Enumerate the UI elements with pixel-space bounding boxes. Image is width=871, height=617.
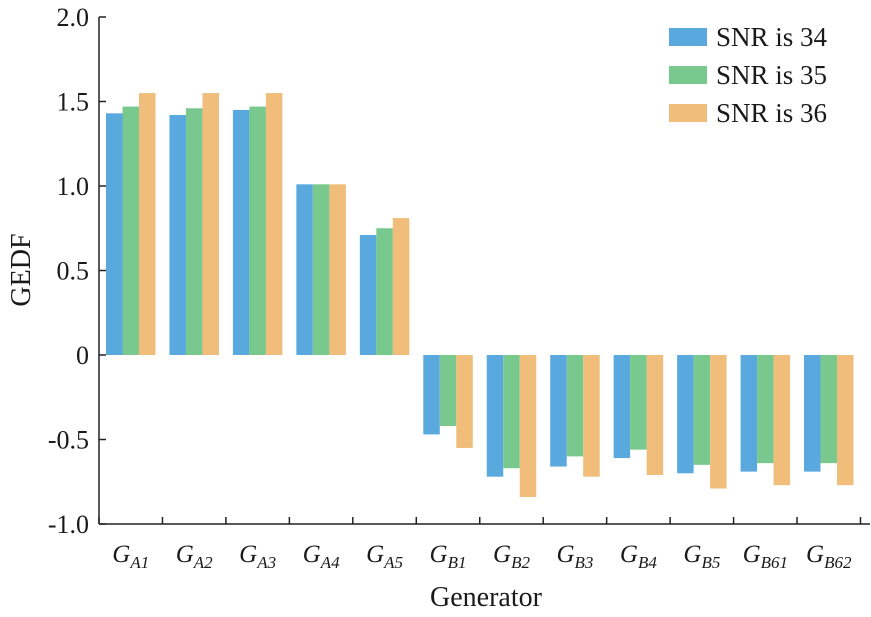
bar-a2-series-1 [169, 115, 186, 356]
y-tick-label: -1.0 [48, 510, 89, 539]
legend-label-2: SNR is 35 [716, 60, 827, 90]
axes-group: -1.0 -0.5 0 0.5 1.0 1.5 2.0 GA1 GA2 GA3 GA4 GA5 GB1 G… [48, 3, 870, 572]
bar-b4-series-1 [613, 355, 631, 459]
legend: SNR is 34 SNR is 35 SNR is 36 [669, 22, 828, 128]
bar-b1-series-3 [456, 355, 473, 448]
bar-a5-series-1 [359, 235, 377, 355]
x-tick-label: GA2 [176, 541, 213, 572]
bar-a2-series-3 [202, 93, 219, 356]
y-tick-label: -0.5 [48, 426, 89, 455]
legend-swatch-3 [669, 104, 707, 122]
x-tick-label: GB1 [430, 541, 467, 572]
bar-a3-series-3 [265, 93, 283, 356]
bars-group [106, 93, 854, 497]
bar-b61-series-1 [740, 355, 758, 472]
x-axis-title: Generator [430, 582, 543, 613]
bar-a5-series-3 [392, 218, 410, 355]
legend-label-1: SNR is 34 [716, 22, 828, 52]
bar-b62-series-3 [837, 355, 854, 486]
bar-b5-series-2 [693, 355, 711, 465]
y-axis-title: GEDF [6, 233, 37, 306]
bar-a4-series-3 [329, 184, 346, 355]
bar-b4-series-2 [630, 355, 647, 450]
bar-a2-series-2 [185, 108, 203, 355]
x-tick-label: GB61 [743, 541, 788, 572]
bar-a3-series-1 [232, 109, 250, 355]
bar-b3-series-1 [550, 355, 567, 467]
y-tick-label: 2.0 [57, 3, 90, 32]
bar-b5-series-3 [710, 355, 727, 489]
bar-b2-series-3 [519, 355, 537, 497]
x-tick-label: GA4 [303, 541, 340, 572]
x-tick-label: GA1 [112, 541, 149, 572]
bar-a1-series-3 [139, 93, 156, 356]
y-tick-label: 0.5 [57, 257, 90, 286]
bar-b2-series-1 [486, 355, 504, 477]
bar-a4-series-1 [296, 184, 313, 355]
bar-b2-series-2 [503, 355, 520, 469]
x-tick-label: GB4 [620, 541, 657, 572]
x-tick-label: GB5 [683, 541, 720, 572]
x-tick-label: GB2 [493, 541, 530, 572]
bar-b62-series-2 [820, 355, 838, 464]
y-tick-label: 1.5 [57, 88, 90, 117]
bar-a1-series-2 [122, 106, 139, 355]
bar-b1-series-1 [423, 355, 440, 435]
legend-swatch-2 [669, 66, 707, 84]
bar-b62-series-1 [804, 355, 821, 472]
x-tick-label: GA5 [366, 541, 403, 572]
x-tick-label: GB3 [556, 541, 593, 572]
y-tick-label: 1.0 [57, 172, 90, 201]
bar-b61-series-3 [773, 355, 791, 486]
bar-b1-series-2 [439, 355, 457, 426]
legend-label-3: SNR is 36 [716, 98, 827, 128]
bar-b4-series-3 [646, 355, 664, 475]
bar-b3-series-2 [566, 355, 584, 457]
x-tick-label: GB62 [806, 541, 852, 572]
bar-b61-series-2 [757, 355, 774, 464]
bar-a5-series-2 [376, 228, 393, 355]
legend-swatch-1 [669, 28, 707, 46]
bar-a4-series-2 [312, 184, 330, 355]
bar-b3-series-3 [583, 355, 600, 477]
bar-b5-series-1 [677, 355, 694, 474]
x-tick-label: GA3 [239, 541, 276, 572]
y-tick-label: 0 [76, 341, 89, 370]
bar-a3-series-2 [249, 106, 266, 355]
bar-a1-series-1 [106, 113, 123, 355]
